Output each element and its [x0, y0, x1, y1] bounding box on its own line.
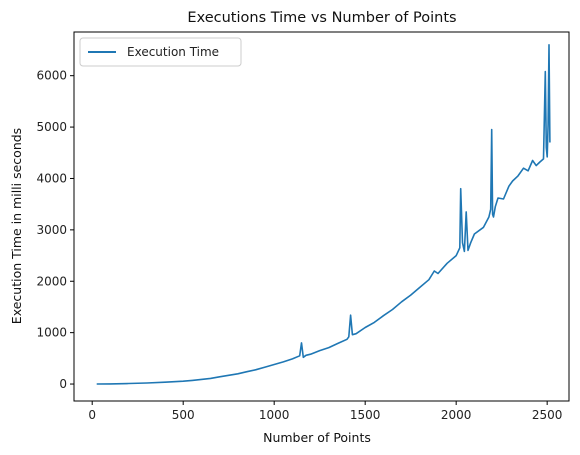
y-tick-label: 4000	[36, 171, 67, 185]
legend-label: Execution Time	[127, 45, 219, 59]
x-tick-label: 0	[88, 408, 96, 422]
x-tick-label: 2000	[441, 408, 472, 422]
series-group	[96, 44, 551, 385]
y-tick-label: 2000	[36, 274, 67, 288]
y-axis-label: Execution Time in milli seconds	[9, 128, 24, 324]
plot-area	[73, 31, 570, 402]
x-tick-label: 500	[172, 408, 195, 422]
y-tick-label: 6000	[36, 69, 67, 83]
x-tick-label: 1000	[259, 408, 290, 422]
y-tick-label: 3000	[36, 223, 67, 237]
x-axis: 0 500 1000 1500 2000 2500	[88, 401, 562, 422]
x-axis-label: Number of Points	[263, 430, 371, 445]
y-tick-label: 5000	[36, 120, 67, 134]
series-line-0	[96, 44, 551, 385]
legend: Execution Time	[79, 37, 242, 67]
x-tick-label: 1500	[350, 408, 381, 422]
y-tick-label: 1000	[36, 326, 67, 340]
y-axis: 0 1000 2000 3000 4000 5000 6000	[36, 69, 74, 391]
y-tick-label: 0	[59, 377, 67, 391]
x-tick-label: 2500	[532, 408, 563, 422]
plot-frame	[73, 31, 570, 402]
legend-box	[79, 37, 242, 67]
chart-title: Executions Time vs Number of Points	[187, 10, 456, 26]
